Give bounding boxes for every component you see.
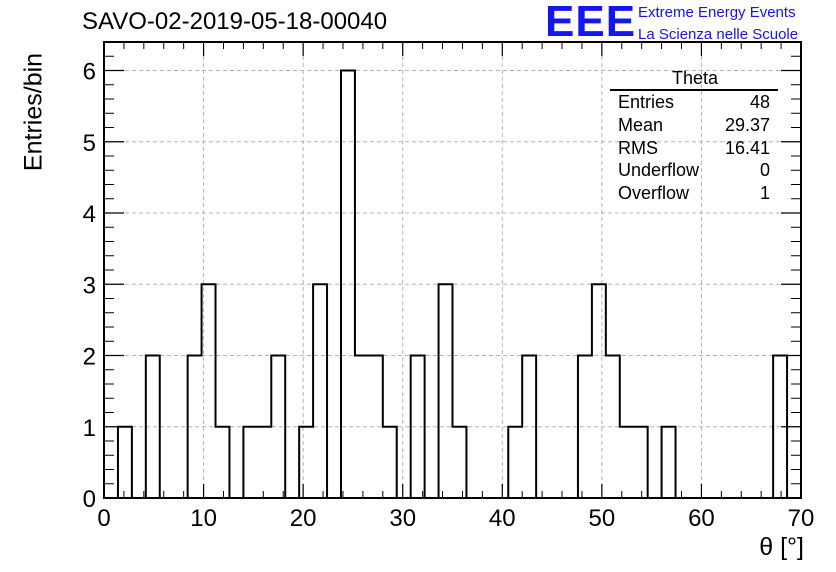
histogram-bin xyxy=(411,356,425,499)
stats-label: RMS xyxy=(618,137,658,158)
y-tick-label: 1 xyxy=(83,415,96,442)
y-tick-label: 3 xyxy=(83,272,96,299)
x-tick-label: 60 xyxy=(688,505,715,532)
histogram-bin xyxy=(257,427,271,498)
eee-logo: EEE Extreme Energy Events La Scienza nel… xyxy=(545,0,830,46)
logo-line-1: Extreme Energy Events xyxy=(638,4,796,21)
stats-label: Entries xyxy=(618,92,675,112)
histogram-bin xyxy=(369,356,383,499)
histogram-bin xyxy=(383,427,397,498)
axis-ticks xyxy=(103,41,802,499)
histogram-bin xyxy=(439,284,453,498)
grid-lines xyxy=(104,42,801,498)
histogram-bin xyxy=(578,356,592,499)
histogram-bin xyxy=(188,356,202,499)
x-tick-label: 10 xyxy=(190,505,217,532)
y-tick-label: 6 xyxy=(83,59,96,86)
stats-label: Underflow xyxy=(618,160,700,181)
run-title: SAVO-02-2019-05-18-00040 xyxy=(82,8,388,35)
stats-row-overflow: Overflow 1 xyxy=(608,182,778,205)
stats-row-rms: RMS 16.41 xyxy=(608,137,778,160)
stats-value: 48 xyxy=(749,92,770,112)
histogram-bin xyxy=(341,71,355,499)
histogram-bin xyxy=(662,427,676,498)
histogram-bin xyxy=(299,427,313,498)
histogram-bin xyxy=(355,356,369,499)
histogram-bin xyxy=(453,427,467,498)
y-tick-label: 0 xyxy=(83,486,96,513)
stats-row-mean: Mean 29.37 xyxy=(608,114,778,137)
histogram-bin xyxy=(202,284,216,498)
stats-box: Theta Entries 48 Mean 29.37 RMS 16.41 Un… xyxy=(608,68,778,205)
x-tick-label: 70 xyxy=(788,505,815,532)
stats-value: 1 xyxy=(759,183,770,204)
x-tick-label: 50 xyxy=(589,505,616,532)
histogram-bin xyxy=(271,356,285,499)
histogram-bin xyxy=(634,427,648,498)
histogram-bin xyxy=(773,356,787,499)
y-tick-label: 2 xyxy=(83,344,96,371)
x-axis-label: θ [°] xyxy=(759,533,804,561)
logo-line-2: La Scienza nelle Scuole xyxy=(638,26,799,43)
stats-row-entries: Entries 48 xyxy=(608,91,778,114)
histogram-bin xyxy=(216,427,230,498)
histogram-bin xyxy=(522,356,536,499)
histogram-bin xyxy=(508,427,522,498)
stats-value: 0 xyxy=(759,160,770,181)
y-tick-label: 5 xyxy=(83,130,96,157)
plot-frame xyxy=(103,41,802,499)
y-tick-label: 4 xyxy=(83,201,96,228)
logo-mark: EEE xyxy=(545,0,637,46)
stats-value: 16.41 xyxy=(724,137,770,158)
x-tick-label: 40 xyxy=(489,505,516,532)
stats-row-underflow: Underflow 0 xyxy=(608,159,778,182)
x-tick-label: 30 xyxy=(389,505,416,532)
histogram-bin xyxy=(243,427,257,498)
stats-label: Overflow xyxy=(618,183,690,204)
stats-value: 29.37 xyxy=(724,114,770,135)
stats-label: Mean xyxy=(618,114,664,135)
stats-title: Theta xyxy=(610,68,778,91)
histogram-bin xyxy=(313,284,327,498)
x-tick-label: 20 xyxy=(290,505,317,532)
x-tick-label: 0 xyxy=(97,505,110,532)
histogram-bin xyxy=(118,427,132,498)
histogram-bin xyxy=(606,356,620,499)
histogram-bin xyxy=(592,284,606,498)
histogram-bin xyxy=(146,356,160,499)
histogram-bin xyxy=(620,427,634,498)
